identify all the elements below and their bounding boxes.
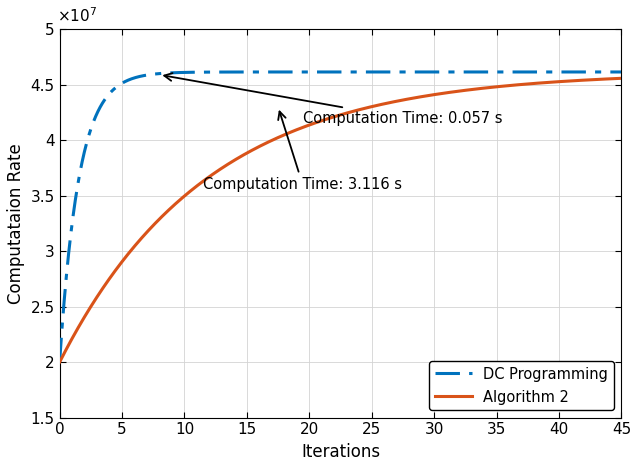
Algorithm 2 xyxy=(303,123,311,129)
Algorithm 2 xyxy=(504,83,512,88)
Text: Computation Time: 0.057 s: Computation Time: 0.057 s xyxy=(164,73,503,125)
Algorithm 2 xyxy=(494,84,501,89)
Text: $\times10^7$: $\times10^7$ xyxy=(57,7,97,25)
DC Programming xyxy=(504,69,512,75)
Algorithm 2 xyxy=(618,75,625,81)
Line: Algorithm 2: Algorithm 2 xyxy=(59,78,621,362)
DC Programming xyxy=(56,359,63,365)
Algorithm 2 xyxy=(56,359,63,365)
DC Programming xyxy=(303,69,311,75)
X-axis label: Iterations: Iterations xyxy=(301,443,380,461)
Y-axis label: Computataion Rate: Computataion Rate xyxy=(7,143,25,304)
Algorithm 2 xyxy=(441,90,449,96)
Text: Computation Time: 3.116 s: Computation Time: 3.116 s xyxy=(203,111,402,192)
Algorithm 2 xyxy=(283,131,291,137)
Line: DC Programming: DC Programming xyxy=(59,72,621,362)
DC Programming xyxy=(618,69,625,75)
DC Programming xyxy=(494,69,501,75)
Algorithm 2 xyxy=(113,265,121,271)
DC Programming xyxy=(113,84,121,89)
Legend: DC Programming, Algorithm 2: DC Programming, Algorithm 2 xyxy=(429,361,614,410)
DC Programming xyxy=(283,69,291,75)
DC Programming xyxy=(441,69,449,75)
